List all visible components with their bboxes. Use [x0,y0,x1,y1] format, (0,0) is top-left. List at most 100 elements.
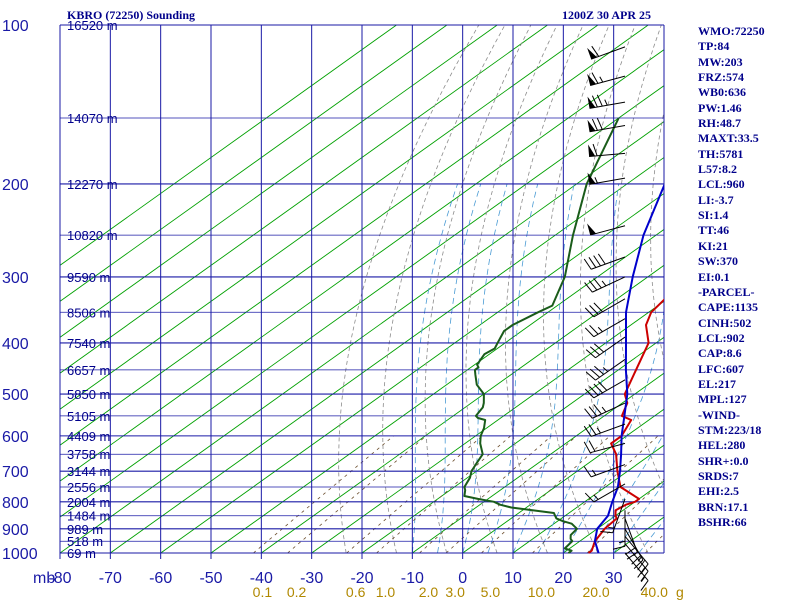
height-label: 14070 m [67,111,118,126]
index-item: RH:48.7 [698,116,741,131]
index-item: EHI:2.5 [698,484,740,499]
wind-barb [583,423,626,437]
moist-adiabat-line [462,183,508,554]
isotherm-line [60,121,664,554]
height-label: 9590 m [67,270,110,285]
wind-barb [600,498,626,534]
temperature-tick-label: 30 [605,570,623,587]
index-item: CAPE:1135 [698,300,758,315]
isotherm-line [60,25,498,338]
wind-barb [588,143,626,157]
height-label: 16520 m [67,18,118,33]
station-title: KBRO (72250) Sounding [67,8,196,22]
temperature-tick-label: 10 [504,570,522,587]
height-label: 5850 m [67,387,110,402]
dry-adiabat-line [615,25,664,489]
wind-barb [587,94,626,109]
wind-barb [587,172,626,185]
index-item: MPL:127 [698,392,747,407]
height-label: 989 m [67,522,103,537]
wind-barb [584,402,626,419]
height-label: 4409 m [67,429,110,444]
index-item: FRZ:574 [698,70,744,85]
pressure-tick-label: 500 [2,387,29,404]
sounding-trace [593,183,664,554]
temperature-tick-label: -10 [401,570,424,587]
mixing-ratio-line [346,435,483,554]
isotherm-line [60,25,548,374]
height-label: 5105 m [67,409,110,424]
sounding-trace [587,298,664,554]
pressure-tick-label: 1000 [2,546,38,563]
indices-panel: WMO:72250 TP:84 MW:203 FRZ:574 WB0:636 PW:1.4… [698,24,800,530]
index-item: SRDS:7 [698,468,739,483]
height-label: 7540 m [67,336,110,351]
isotherm-line [60,25,649,446]
moist-adiabat-line [613,482,664,554]
index-item: BRN:17.1 [698,499,749,514]
height-label: 3144 m [67,464,110,479]
index-item: TT:46 [698,223,730,238]
wind-barbs [583,45,649,591]
pressure-tick-label: 300 [2,270,29,287]
index-item: MAXT:33.5 [698,131,759,146]
index-item: BSHR:66 [698,515,747,529]
mixing-ratio-label: 0.6 [346,584,366,600]
index-item: SI:1.4 [698,208,729,223]
temperature-tick-label: -30 [300,570,323,587]
temperature-tick-label: -40 [250,570,273,587]
moist-adiabat-line [411,183,458,554]
index-item: LCL:960 [698,177,745,192]
pressure-tick-label: 400 [2,336,29,353]
index-item: KI:21 [698,238,728,253]
temperature-tick-label: -50 [199,570,222,587]
index-item: TH:5781 [698,146,744,161]
index-item: LI:-3.7 [698,192,734,207]
isotherm-line [412,372,664,554]
mixing-ratio-label: 2.0 [419,584,439,600]
temperature-tick-label: 0 [458,570,467,587]
pressure-tick-label: 800 [2,495,29,512]
pressure-tick-label: 900 [2,522,29,539]
index-item: WB0:636 [698,85,746,100]
wind-barb [624,552,649,591]
pressure-unit-label: mb [33,570,55,587]
sounding-traces [463,117,664,554]
dry-adiabat-line [504,25,584,554]
wind-barb [587,45,626,60]
isotherm-line [361,336,664,554]
index-item: EI:0.1 [698,269,730,284]
temperature-tick-label: 20 [554,570,572,587]
mixing-ratio-line [586,478,664,554]
index-item: -PARCEL- [698,284,755,299]
wind-barb [584,483,626,503]
observation-time: 1200Z 30 APR 25 [562,8,652,22]
height-label: 3758 m [67,447,110,462]
background-lines [60,25,664,554]
index-item: LFC:607 [698,361,744,376]
isotherm-line [60,25,448,302]
temperature-tick-label: -20 [350,570,373,587]
temperature-tick-label: -70 [99,570,122,587]
mixing-ratio-label: 20.0 [582,584,609,600]
sounding-trace [463,117,620,554]
height-label: 6657 m [67,363,110,378]
isotherm-line [60,25,397,266]
dry-adiabat-line [338,25,480,554]
index-item: -WIND- [698,407,740,422]
wind-barb [584,379,626,399]
pressure-tick-label: 200 [2,177,29,194]
mixing-ratio-line [419,435,552,554]
height-label: 1484 m [67,509,110,524]
mixing-ratio-line [253,435,394,554]
wind-barb [585,336,626,359]
mixing-ratio-label: 1.0 [376,584,396,600]
height-label: 518 m [67,534,103,549]
wind-barb [587,223,626,236]
mixing-ratio-label: 40.0 [641,584,668,600]
wind-barb [587,72,626,86]
index-item: LCL:902 [698,330,745,345]
height-label: 69 m [67,546,96,561]
